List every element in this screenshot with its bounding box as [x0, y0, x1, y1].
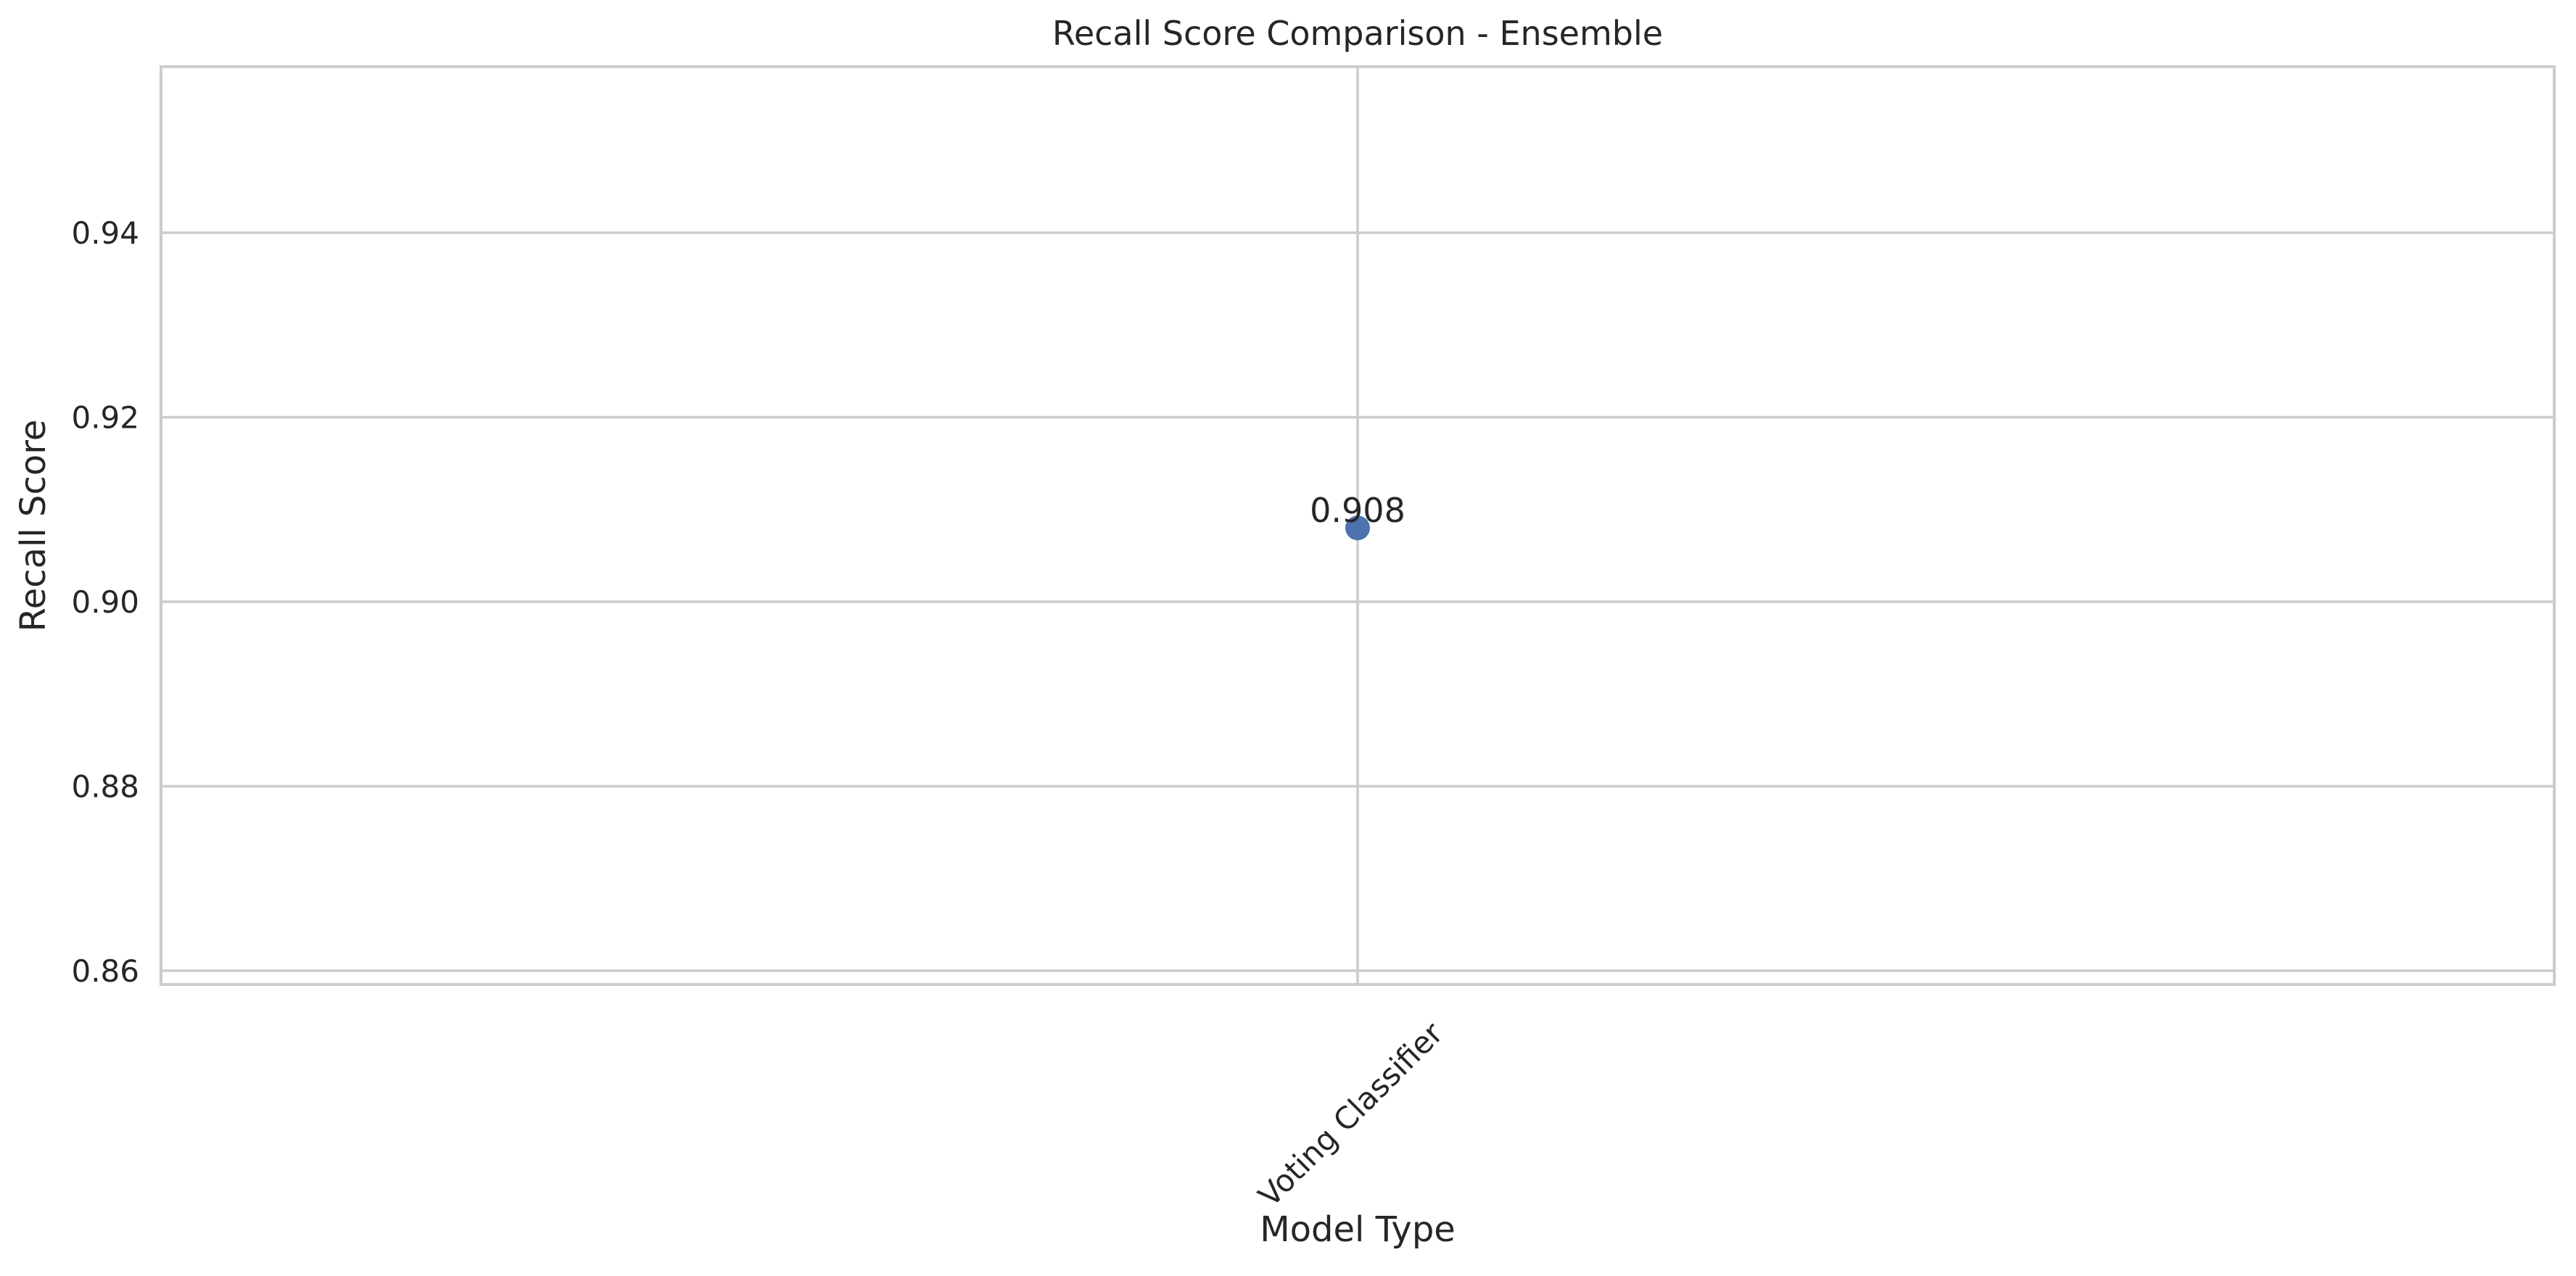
- x-tick-label: Voting Classifier: [1252, 1015, 1450, 1214]
- y-tick-label: 0.88: [71, 768, 139, 804]
- x-axis-label: Model Type: [1260, 1209, 1456, 1250]
- y-tick-label: 0.86: [71, 953, 139, 989]
- y-axis-label: Recall Score: [13, 420, 54, 632]
- y-tick-label: 0.92: [71, 399, 139, 435]
- y-tick-labels: 0.86 0.88 0.90 0.92 0.94: [71, 215, 139, 989]
- x-tick-labels: Voting Classifier: [1252, 1015, 1450, 1214]
- y-tick-label: 0.94: [71, 215, 139, 251]
- plot-frame: [160, 65, 2556, 986]
- data-point: [1345, 515, 1370, 541]
- y-tick-label: 0.90: [71, 584, 139, 620]
- data-markers: 0.908: [1310, 491, 1405, 541]
- chart-title: Recall Score Comparison - Ensemble: [1052, 14, 1663, 53]
- data-value-label: 0.908: [1310, 491, 1405, 530]
